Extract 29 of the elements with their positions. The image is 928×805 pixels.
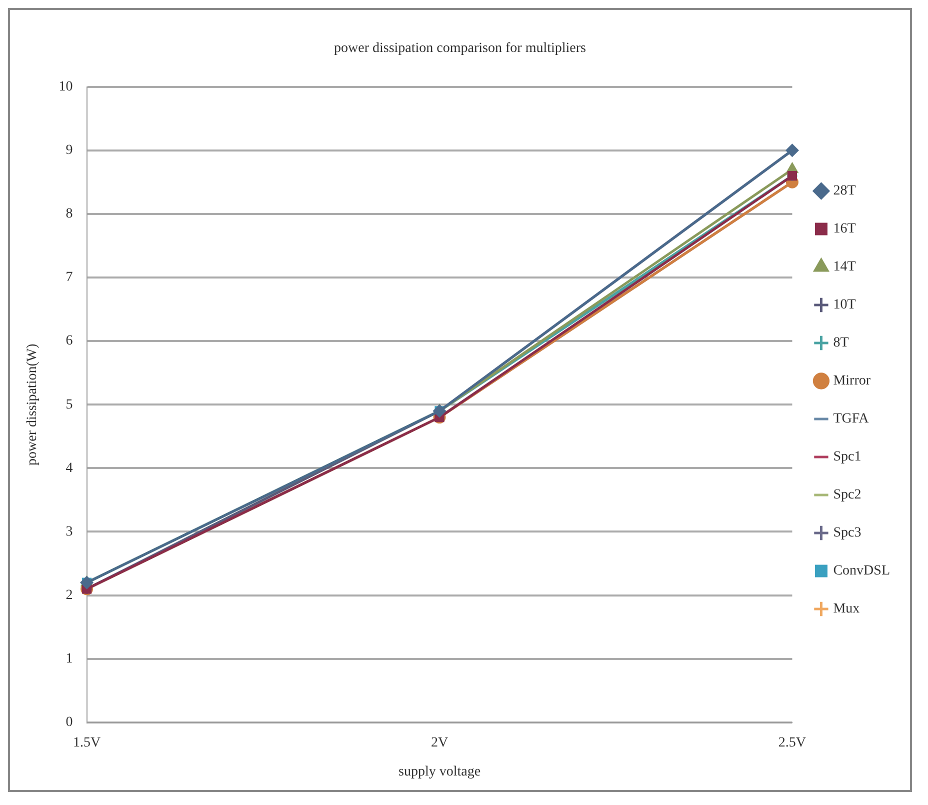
- legend-label: 10T: [833, 298, 856, 313]
- x-tick-label: 1.5V: [72, 735, 101, 750]
- y-tick-label: 5: [66, 397, 73, 412]
- legend-label: Mux: [833, 602, 860, 617]
- x-tick-label: 2V: [430, 735, 448, 750]
- legend-label: Spc2: [833, 488, 862, 503]
- y-tick-label: 7: [66, 270, 73, 286]
- legend-label: ConvDSL: [833, 564, 890, 579]
- y-tick-label: 10: [58, 79, 73, 94]
- y-tick-label: 0: [66, 715, 73, 730]
- legend-label: Spc3: [833, 526, 862, 541]
- y-tick-label: 9: [66, 143, 73, 158]
- legend-label: Spc1: [833, 450, 862, 465]
- y-tick-label: 2: [66, 588, 73, 603]
- y-tick-label: 3: [66, 524, 73, 540]
- legend-label: Mirror: [833, 374, 871, 389]
- chart-title: power dissipation comparison for multipliers: [334, 41, 586, 56]
- legend-label: 16T: [833, 222, 856, 237]
- x-tick-label: 2.5V: [778, 735, 806, 750]
- legend-label: 14T: [833, 260, 856, 275]
- y-tick-label: 1: [66, 652, 73, 667]
- y-tick-label: 8: [66, 206, 73, 222]
- legend-label: 8T: [833, 336, 850, 351]
- y-tick-label: 4: [66, 460, 73, 476]
- legend-label: 28T: [833, 184, 856, 199]
- y-tick-label: 6: [66, 334, 73, 349]
- x-axis-title: supply voltage: [398, 764, 481, 780]
- y-axis-title: power dissipation(W): [25, 343, 40, 466]
- legend-label: TGFA: [833, 412, 870, 427]
